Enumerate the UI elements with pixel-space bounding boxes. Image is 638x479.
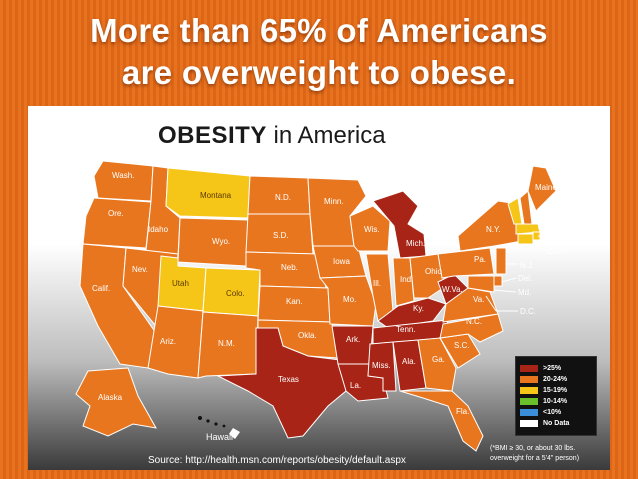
label-colo: Colo. xyxy=(226,289,245,298)
label-nd: N.D. xyxy=(275,193,291,202)
label-nev: Nev. xyxy=(132,265,148,274)
label-wva: W.Va. xyxy=(442,285,463,294)
label-okla: Okla. xyxy=(298,331,317,340)
label-ore: Ore. xyxy=(108,209,124,218)
label-wyo: Wyo. xyxy=(212,237,230,246)
state-del xyxy=(493,275,503,287)
state-fla xyxy=(399,390,484,452)
label-vt: Vt. xyxy=(502,183,512,192)
legend-item: No Data xyxy=(520,418,592,429)
label-ohio: Ohio xyxy=(425,267,442,276)
label-la: La. xyxy=(350,381,361,390)
label-ill: Ill. xyxy=(373,279,381,288)
label-ala: Ala. xyxy=(402,357,416,366)
ne-connector-lines xyxy=(485,210,549,312)
label-md: Md. xyxy=(518,288,531,297)
label-ariz: Ariz. xyxy=(160,337,176,346)
source-credit: Source: http://health.msn.com/reports/ob… xyxy=(148,455,406,466)
legend-item: 20-24% xyxy=(520,374,592,385)
label-va: Va. xyxy=(473,295,484,304)
state-ore xyxy=(82,197,152,249)
bmi-footnote: (*BMI ≥ 30, or about 30 lbs. overweight … xyxy=(490,445,580,462)
legend-item: >25% xyxy=(520,363,592,374)
label-ri: R.I. xyxy=(550,234,562,243)
label-tenn: Tenn. xyxy=(396,325,416,334)
label-texas: Texas xyxy=(278,375,299,384)
label-minn: Minn. xyxy=(324,197,344,206)
state-ga xyxy=(417,337,457,392)
legend-item: <10% xyxy=(520,407,592,418)
state-pa xyxy=(437,247,495,279)
state-ohio xyxy=(409,253,447,299)
label-mo: Mo. xyxy=(343,295,356,304)
label-iowa: Iowa xyxy=(333,257,350,266)
label-sc: S.C. xyxy=(454,341,470,350)
state-texas xyxy=(216,327,347,439)
label-mich: Mich. xyxy=(406,239,425,248)
state-mich xyxy=(372,190,427,259)
label-sd: S.D. xyxy=(273,231,289,240)
label-utah: Utah xyxy=(172,279,189,288)
state-montana xyxy=(165,167,251,219)
state-conn xyxy=(517,233,534,245)
state-nj xyxy=(495,247,507,275)
label-neb: Neb. xyxy=(281,263,298,272)
state-alaska xyxy=(75,367,157,437)
state-ariz xyxy=(147,305,204,379)
state-hawaii xyxy=(198,416,240,439)
label-maine: Maine xyxy=(535,183,557,192)
legend-item: 15-19% xyxy=(520,385,592,396)
label-ark: Ark. xyxy=(346,335,360,344)
us-obesity-map: Wash. Ore. Calif. Idaho Nev. Montana Wyo… xyxy=(75,160,569,452)
headline-line-1: More than 65% of Americans xyxy=(90,12,548,49)
label-del: Del. xyxy=(518,274,532,283)
label-ky: Ky. xyxy=(413,304,424,313)
label-nj: N.J. xyxy=(520,261,534,270)
label-calif: Calif. xyxy=(92,284,110,293)
state-ark xyxy=(331,325,374,365)
label-nc: N.C. xyxy=(466,317,482,326)
headline-line-2: are overweight to obese. xyxy=(121,54,517,91)
label-ny: N.Y. xyxy=(486,225,501,234)
label-alaska: Alaska xyxy=(98,393,123,402)
label-nh: N.H. xyxy=(546,211,562,220)
map-legend: >25% 20-24% 15-19% 10-14% <10% No Data xyxy=(515,356,597,436)
legend-item: 10-14% xyxy=(520,396,592,407)
label-ga: Ga. xyxy=(432,355,445,364)
label-ind: Ind. xyxy=(400,275,413,284)
label-wash: Wash. xyxy=(112,171,134,180)
label-dc: D.C. xyxy=(520,307,536,316)
label-fla: Fla. xyxy=(456,407,469,416)
label-conn: Conn. xyxy=(548,247,569,256)
state-wis xyxy=(349,205,391,252)
state-maine xyxy=(527,165,557,212)
state-wash xyxy=(93,160,154,202)
label-pa: Pa. xyxy=(474,255,486,264)
map-title: OBESITY in America xyxy=(158,122,386,149)
label-montana: Montana xyxy=(200,191,232,200)
label-ma: Ma. xyxy=(550,223,563,232)
label-kan: Kan. xyxy=(286,297,302,306)
label-hawaii: Hawaii xyxy=(206,432,234,442)
state-md xyxy=(467,275,495,293)
map-panel: OBESITY in America xyxy=(28,106,610,470)
label-wis: Wis. xyxy=(364,225,380,234)
label-idaho: Idaho xyxy=(148,225,169,234)
state-ind xyxy=(392,257,415,307)
label-nm: N.M. xyxy=(218,339,235,348)
label-miss: Miss. xyxy=(372,361,391,370)
